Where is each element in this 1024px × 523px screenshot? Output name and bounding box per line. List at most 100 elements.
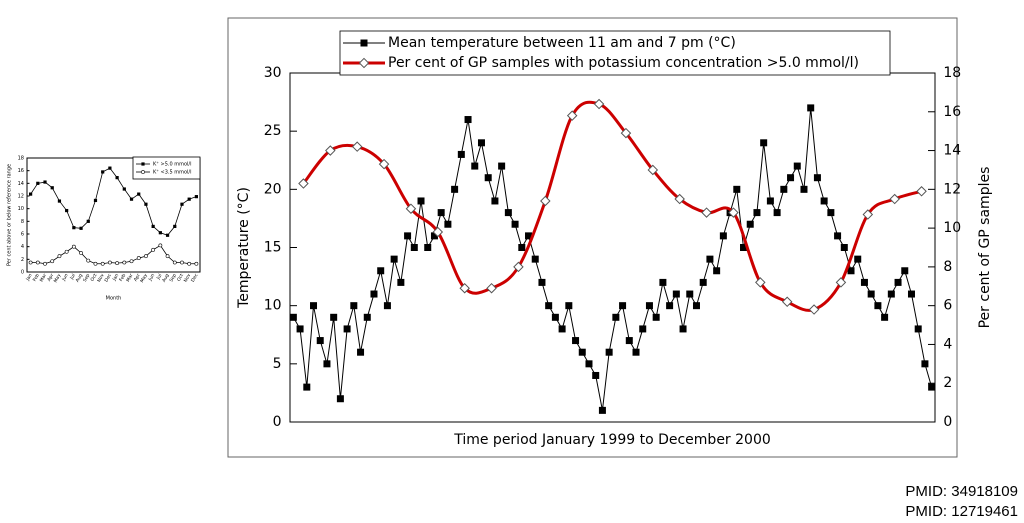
- marker: [484, 174, 492, 182]
- marker: [847, 267, 855, 275]
- marker: [437, 209, 445, 217]
- marker: [787, 174, 795, 182]
- marker: [122, 260, 127, 265]
- marker: [180, 260, 184, 265]
- marker: [766, 197, 774, 205]
- marker: [65, 208, 69, 213]
- marker: [565, 302, 573, 310]
- marker: [867, 290, 875, 298]
- marker: [585, 360, 593, 368]
- marker: [914, 325, 922, 333]
- marker: [928, 383, 936, 391]
- marker: [36, 181, 40, 185]
- marker: [79, 251, 83, 255]
- y-tick-label: 2: [21, 257, 24, 263]
- marker: [740, 244, 748, 251]
- marker: [666, 302, 674, 310]
- marker: [71, 244, 76, 249]
- marker: [444, 220, 452, 228]
- marker: [151, 224, 155, 228]
- y-tick-label: 14: [18, 181, 24, 187]
- marker: [781, 296, 793, 308]
- marker: [464, 116, 472, 124]
- marker: [835, 277, 847, 288]
- marker: [746, 220, 754, 228]
- marker: [165, 254, 170, 259]
- y2-tick-label: 8: [943, 259, 952, 275]
- marker: [887, 290, 895, 298]
- marker: [289, 313, 297, 321]
- marker: [713, 267, 721, 275]
- marker: [808, 304, 820, 315]
- x-tick-label: Apr: [133, 273, 142, 283]
- marker: [728, 207, 739, 218]
- marker: [405, 203, 417, 214]
- marker: [144, 254, 148, 259]
- marker: [625, 337, 633, 345]
- marker: [652, 313, 660, 321]
- marker: [296, 325, 304, 333]
- marker: [316, 337, 324, 345]
- marker: [194, 195, 198, 199]
- marker: [605, 348, 613, 356]
- y-tick-label: 5: [273, 356, 282, 372]
- legend-box: [339, 30, 891, 76]
- y-tick-label: 10: [18, 206, 24, 212]
- marker: [477, 139, 485, 147]
- marker: [451, 185, 459, 193]
- marker: [619, 302, 627, 310]
- marker: [35, 260, 40, 265]
- marker: [136, 256, 141, 260]
- marker: [692, 302, 700, 310]
- marker: [820, 197, 828, 205]
- x-axis-label: Month: [106, 296, 122, 302]
- marker: [180, 202, 184, 206]
- marker: [881, 313, 889, 321]
- x-tick-label: Jun: [60, 273, 69, 283]
- y-tick-label: 6: [21, 232, 24, 238]
- marker: [383, 302, 391, 310]
- marker: [780, 185, 788, 193]
- marker: [79, 226, 83, 230]
- marker: [57, 254, 62, 259]
- marker: [578, 348, 586, 356]
- x-axis-label: Time period January 1999 to December 200…: [453, 432, 771, 448]
- marker: [659, 278, 667, 286]
- marker: [504, 209, 512, 217]
- marker: [525, 232, 533, 240]
- y-tick-label: 4: [21, 244, 24, 250]
- legend-box: [132, 156, 201, 180]
- marker: [860, 278, 868, 286]
- x-tick-label: Feb: [118, 273, 127, 283]
- marker: [807, 104, 815, 112]
- marker: [551, 313, 559, 321]
- marker: [566, 110, 578, 121]
- x-tick-label: May: [139, 272, 149, 283]
- marker: [457, 150, 465, 158]
- y-tick-label: 12: [18, 194, 24, 200]
- marker: [165, 233, 170, 237]
- marker: [916, 186, 927, 197]
- x-tick-label: Sep: [82, 273, 92, 283]
- marker: [377, 267, 385, 275]
- marker: [854, 255, 862, 263]
- y-tick-label: 0: [21, 270, 24, 276]
- marker: [513, 261, 524, 273]
- marker: [645, 302, 653, 310]
- marker: [343, 325, 351, 333]
- marker: [64, 249, 69, 254]
- marker: [632, 348, 640, 356]
- y-tick-label: 0: [273, 414, 282, 430]
- marker: [800, 185, 808, 193]
- marker: [330, 313, 338, 321]
- y-tick-label: 10: [264, 298, 282, 314]
- marker: [921, 360, 929, 368]
- marker: [699, 278, 707, 286]
- x-tick-label: Nov: [96, 272, 106, 283]
- marker: [303, 383, 311, 391]
- marker: [679, 325, 687, 333]
- marker: [760, 139, 768, 147]
- marker: [310, 302, 318, 310]
- marker: [100, 261, 105, 266]
- marker: [187, 197, 191, 201]
